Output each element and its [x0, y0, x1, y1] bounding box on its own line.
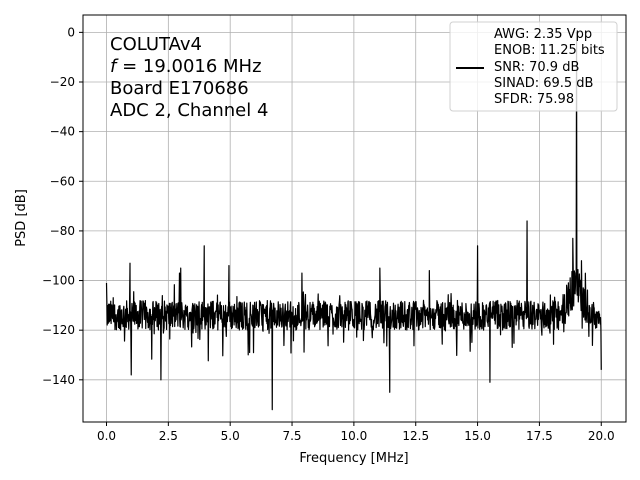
- annotation-frequency: f = 19.0016 MHz: [110, 56, 262, 77]
- x-tick-label: 20.0: [588, 429, 615, 443]
- y-axis-ticks: 0 −20 −40 −60 −80 −100 −120 −140: [42, 25, 83, 387]
- y-tick-label: −20: [50, 75, 75, 89]
- y-axis-label: PSD [dB]: [14, 189, 29, 247]
- y-tick-label: −140: [42, 373, 75, 387]
- x-tick-label: 15.0: [464, 429, 491, 443]
- annotation-board: Board E170686: [110, 78, 249, 99]
- annotation-channel: ADC 2, Channel 4: [110, 100, 268, 121]
- x-tick-label: 7.5: [282, 429, 301, 443]
- y-tick-label: −120: [42, 323, 75, 337]
- x-tick-label: 10.0: [341, 429, 368, 443]
- legend-text-sfdr: SFDR: 75.98: [494, 92, 574, 107]
- x-tick-label: 2.5: [159, 429, 178, 443]
- legend-box: [449, 21, 618, 112]
- x-axis-ticks: 0.0 2.5 5.0 7.5 10.0 12.5 15.0 17.5 20.0: [97, 422, 615, 443]
- x-tick-label: 0.0: [97, 429, 116, 443]
- grid-lines: [83, 15, 626, 422]
- annotation-block: COLUTAv4 f = 19.0016 MHz Board E170686 A…: [110, 34, 268, 121]
- x-tick-label: 12.5: [402, 429, 429, 443]
- y-tick-label: −80: [50, 224, 75, 238]
- legend-text-enob: ENOB: 11.25 bits: [494, 43, 605, 58]
- x-tick-label: 17.5: [526, 429, 553, 443]
- y-tick-label: −60: [50, 174, 75, 188]
- legend-text-snr: SNR: 70.9 dB: [494, 60, 579, 75]
- legend: AWG: 2.35 Vpp ENOB: 11.25 bits SNR: 70.9…: [449, 21, 618, 112]
- plot-area: [105, 31, 602, 411]
- y-tick-label: −100: [42, 274, 75, 288]
- plot-frame: [82, 14, 627, 423]
- legend-text-sinad: SINAD: 69.5 dB: [494, 76, 593, 91]
- legend-text-awg: AWG: 2.35 Vpp: [494, 27, 592, 42]
- y-tick-label: 0: [67, 25, 75, 39]
- x-axis-label: Frequency [MHz]: [299, 451, 408, 466]
- annotation-title: COLUTAv4: [110, 34, 202, 55]
- x-tick-label: 5.0: [221, 429, 240, 443]
- psd-trace-line: [105, 31, 602, 411]
- y-tick-label: −40: [50, 125, 75, 139]
